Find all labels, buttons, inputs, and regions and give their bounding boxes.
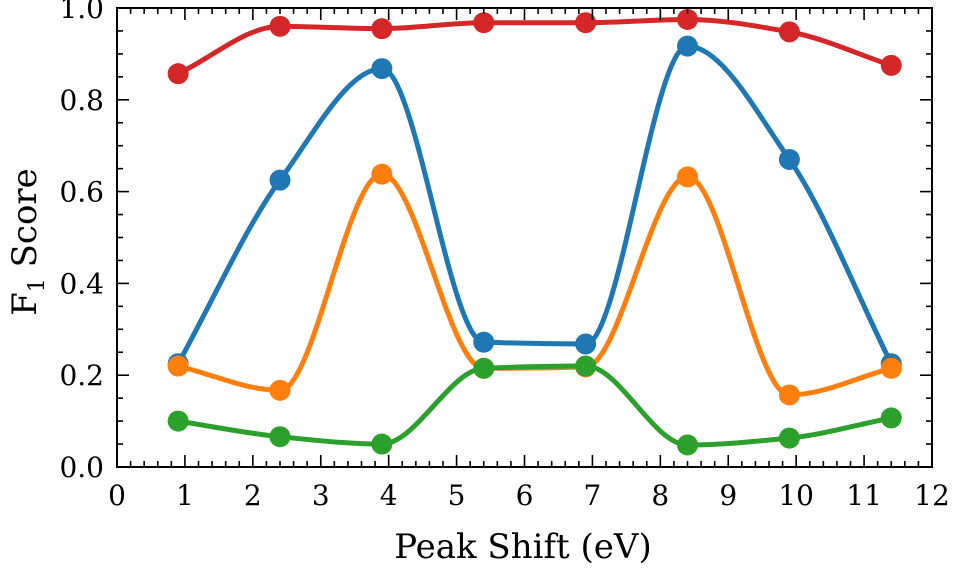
series-4-line xyxy=(175,363,894,448)
series-4-point-7 xyxy=(778,427,800,449)
y-tick-label: 0.8 xyxy=(59,84,104,117)
x-tick-label: 5 xyxy=(448,479,466,512)
y-tick-label: 0.0 xyxy=(59,451,104,484)
x-axis-title: Peak Shift (eV) xyxy=(394,527,651,567)
series-1-point-1 xyxy=(167,63,189,85)
series-4-point-4 xyxy=(473,357,495,379)
series-3-point-7 xyxy=(778,384,800,406)
series-4-point-2 xyxy=(269,426,291,448)
y-tick-label: 0.2 xyxy=(59,359,104,392)
series-2 xyxy=(167,35,902,375)
x-tick-label: 3 xyxy=(312,479,330,512)
series-2-line xyxy=(175,43,894,367)
series-3-point-1 xyxy=(167,355,189,377)
x-tick-label: 4 xyxy=(380,479,398,512)
series-3 xyxy=(167,163,902,406)
series-3-point-8 xyxy=(880,357,902,379)
series-1-point-7 xyxy=(778,21,800,43)
x-tick-label: 7 xyxy=(584,479,602,512)
x-tick-label: 8 xyxy=(651,479,669,512)
y-axis-title-subscript: 1 xyxy=(25,278,50,292)
series-2-point-6 xyxy=(677,35,698,57)
series-4 xyxy=(167,355,902,456)
series-3-point-2 xyxy=(269,379,291,401)
series-3-point-3 xyxy=(371,163,393,185)
x-tick-label: 0 xyxy=(108,479,126,512)
series-1-point-2 xyxy=(269,15,291,37)
series-2-point-2 xyxy=(269,169,291,191)
series-1-point-5 xyxy=(575,12,597,34)
x-tick-label: 11 xyxy=(846,479,882,512)
plot-frame xyxy=(116,7,933,468)
x-tick-label: 1 xyxy=(176,479,194,512)
y-axis-title-rest: Score xyxy=(5,168,45,278)
series-2-point-3 xyxy=(371,58,393,80)
series-1-point-8 xyxy=(880,54,902,76)
y-axis-title: F1 Score xyxy=(5,168,50,316)
y-tick-label: 0.6 xyxy=(59,176,104,209)
series-3-line xyxy=(175,171,894,398)
series-1-point-3 xyxy=(371,18,393,40)
y-tick-label: 1.0 xyxy=(59,0,104,25)
series-4-point-1 xyxy=(167,410,189,432)
x-tick-label: 10 xyxy=(778,479,814,512)
series-1-point-6 xyxy=(677,8,698,30)
x-tick-label: 2 xyxy=(244,479,262,512)
series-3-point-6 xyxy=(677,166,698,188)
x-tick-label: 6 xyxy=(516,479,534,512)
y-axis-title-main: F xyxy=(5,292,45,316)
series-1-point-4 xyxy=(473,12,495,34)
y-tick-label: 0.4 xyxy=(59,267,104,300)
axes-layer: 0 1 2 3 4 5 6 7 8 9 10 11 120.00.20.40.60.81.0 xyxy=(59,0,949,512)
series-4-point-3 xyxy=(371,433,393,455)
series-1 xyxy=(167,8,902,85)
series-4-point-5 xyxy=(575,355,597,377)
x-tick-label: 9 xyxy=(719,479,737,512)
series-4-point-6 xyxy=(677,434,698,456)
series-layer xyxy=(167,8,902,456)
x-tick-label: 12 xyxy=(914,479,950,512)
series-2-point-5 xyxy=(575,333,597,355)
series-4-point-8 xyxy=(880,407,902,429)
series-1-line xyxy=(175,16,894,77)
series-2-point-4 xyxy=(473,331,495,353)
series-2-point-7 xyxy=(778,148,800,170)
